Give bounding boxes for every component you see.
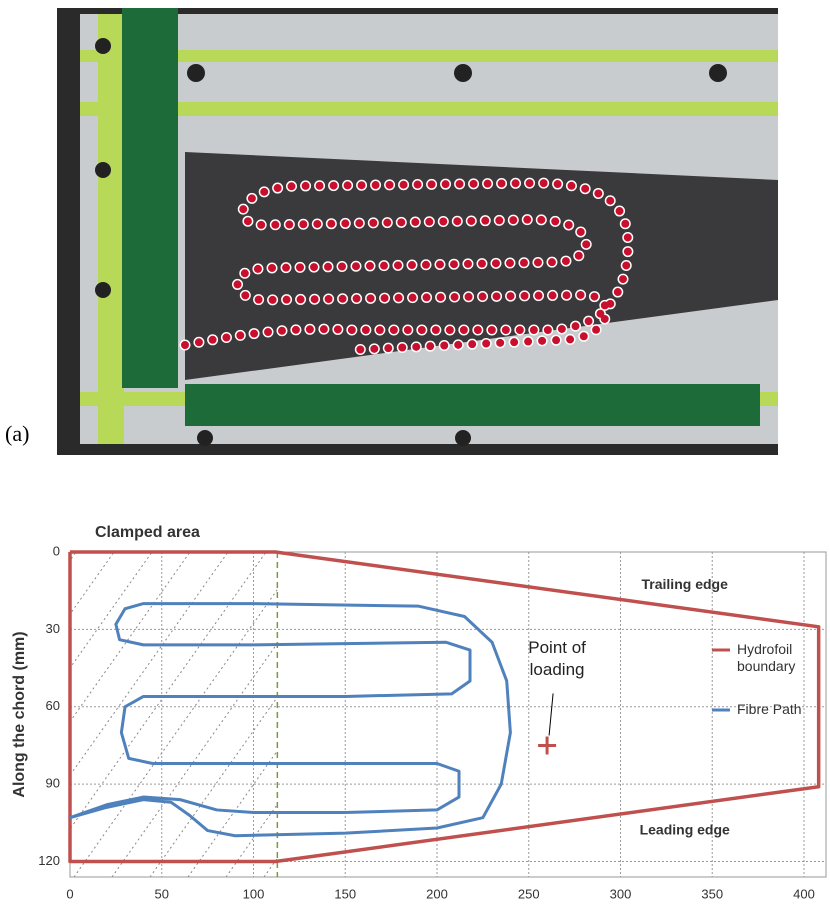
bolt [455,430,471,446]
bolt [197,430,213,446]
y-tick-label: 0 [53,543,60,558]
photo [0,0,830,460]
annotation-arrow [549,693,553,735]
bolt [95,38,111,54]
x-tick-label: 50 [155,886,169,901]
legend-label: Fibre Path [737,701,805,718]
tape [80,50,778,62]
chart: 0 50 100 150 200 250 300 350 400 0 30 60 90 120 Traili… [0,460,830,908]
ruler [122,8,178,388]
x-tick-label: 350 [701,886,723,901]
annotation: Trailing edge [642,576,729,592]
y-axis-title: Along the chord (mm) [11,631,28,797]
hatch-line [188,552,418,877]
series-line [70,604,510,836]
tape [98,14,124,444]
y-tick-label: 120 [38,853,60,868]
y-tick-label: 30 [46,621,60,636]
bolt [95,162,111,178]
x-tick-label: 300 [610,886,632,901]
x-tick-label: 100 [243,886,265,901]
x-tick-label: 150 [334,886,356,901]
chart-title: Clamped area [95,524,200,541]
x-tick-label: 200 [426,886,448,901]
y-tick-label: 90 [46,776,60,791]
hatch-line [112,552,342,877]
x-tick-label: 0 [66,886,73,901]
hatch-line [264,552,494,877]
ruler [185,384,760,426]
loading-point [538,736,556,754]
hatch-line [74,552,304,877]
tape [80,102,778,116]
y-tick-label: 60 [46,698,60,713]
annotation: Leading edge [640,821,730,837]
bolt [454,64,472,82]
bolt [95,282,111,298]
annotation: Point of loading [517,637,597,681]
x-tick-label: 400 [793,886,815,901]
page: (a) 0501001502002503003504000306090120Tr… [0,0,830,908]
hatch-line [0,552,228,877]
legend-label: Hydrofoil boundary [737,641,805,675]
bolt [709,64,727,82]
bolt [187,64,205,82]
x-tick-label: 250 [518,886,540,901]
